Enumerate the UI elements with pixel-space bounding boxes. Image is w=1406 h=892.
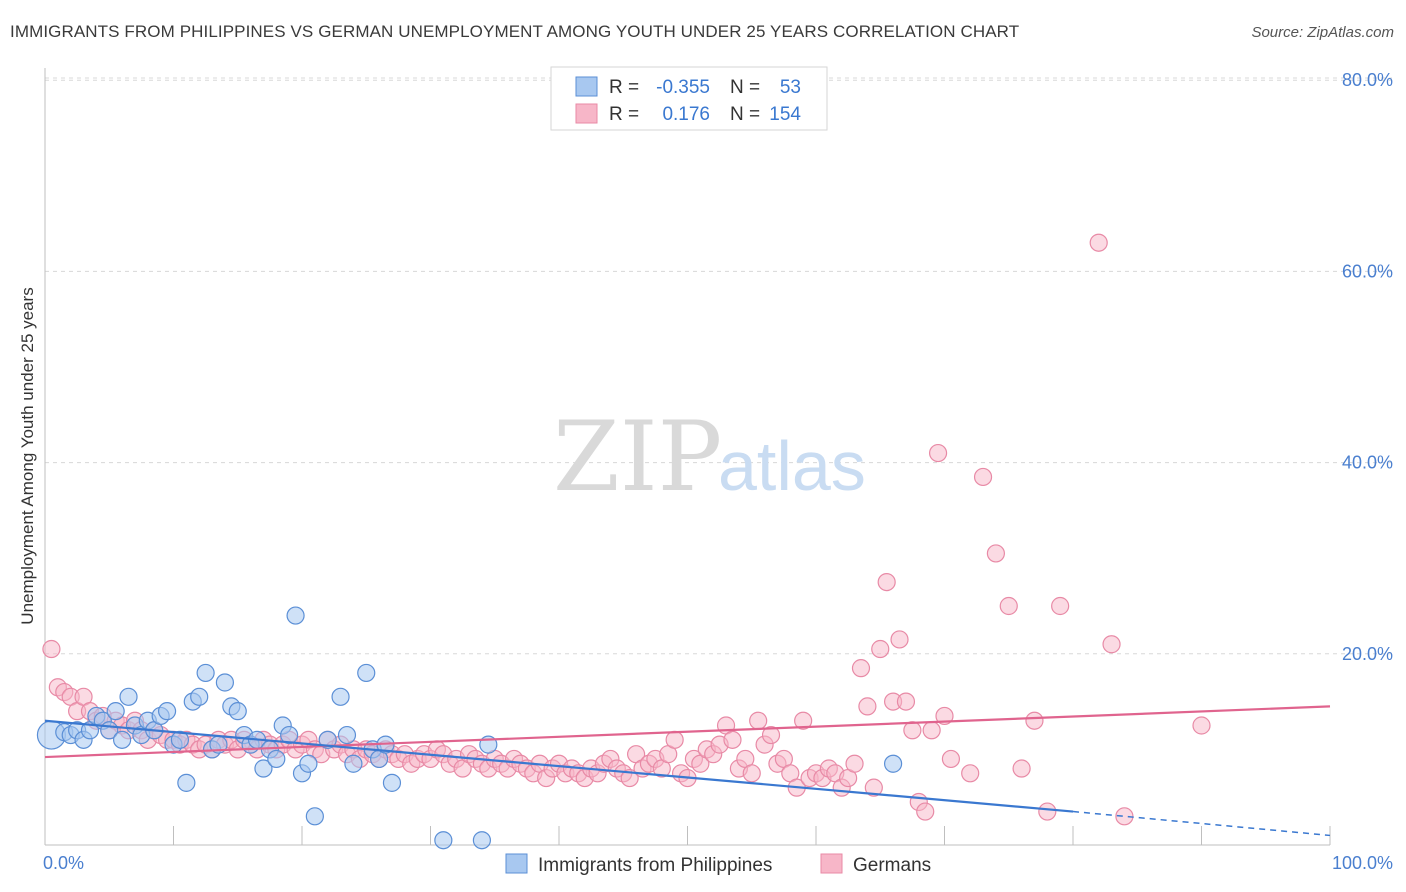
philippines-point <box>382 773 402 792</box>
legend-n-label-1: N = <box>730 77 760 98</box>
philippines-point <box>299 754 318 773</box>
x-tick-labels: 0.0% 100.0% <box>43 853 1393 873</box>
germans-point <box>941 749 961 769</box>
legend-n-value-2: 154 <box>769 104 801 125</box>
germans-point <box>903 721 922 740</box>
philippines-point <box>318 730 337 749</box>
legend-n-value-1: 53 <box>780 77 801 98</box>
y-tick-label-1: 40.0% <box>1342 453 1393 473</box>
legend-n-label-2: N = <box>730 104 760 125</box>
philippines-point <box>357 663 376 683</box>
y-tick-label-2: 60.0% <box>1342 261 1393 281</box>
bottom-legend-philippines: Immigrants from Philippines <box>538 855 772 876</box>
philippines-point <box>177 773 196 792</box>
x-tick-label-0: 0.0% <box>43 853 84 873</box>
watermark: ZIP atlas <box>553 401 866 513</box>
y-tick-labels: 20.0% 40.0% 60.0% 80.0% <box>1342 70 1393 664</box>
germans-point <box>935 706 954 726</box>
germans-point <box>871 639 890 659</box>
legend-swatch-philippines <box>575 76 598 97</box>
philippines-point <box>280 725 299 745</box>
philippines-point <box>434 831 453 850</box>
chart-title: IMMIGRANTS FROM PHILIPPINES VS GERMAN UN… <box>10 22 1020 41</box>
germans-point <box>1012 759 1031 778</box>
germans-point <box>1102 635 1121 654</box>
philippines-point <box>305 807 324 826</box>
germans-point <box>851 659 871 678</box>
germans-point <box>986 544 1006 563</box>
philippines-point <box>215 673 234 692</box>
legend-r-value-1: -0.355 <box>656 77 710 98</box>
grid-lines <box>45 77 1392 655</box>
bottom-legend-swatch-germans <box>820 853 843 874</box>
germans-point <box>749 711 768 730</box>
germans-point <box>864 778 883 797</box>
philippines-point <box>344 754 363 773</box>
axes <box>44 68 1331 846</box>
trend-lines <box>44 705 1331 837</box>
source-credit: Source: ZipAtlas.com <box>1251 24 1394 41</box>
germans-point <box>916 802 935 821</box>
germans-point <box>973 467 993 487</box>
philippines-point <box>286 606 305 625</box>
germans-point <box>896 692 916 711</box>
germans-point <box>665 730 684 749</box>
germans-point <box>922 721 941 740</box>
philippines-point <box>106 702 125 721</box>
philippines-point <box>157 702 177 721</box>
germans-point <box>1025 711 1044 730</box>
germans-point <box>890 630 909 649</box>
stats-legend: R = -0.355 N = 53 R = 0.176 N = 154 <box>550 66 828 131</box>
philippines-point <box>883 754 903 773</box>
philippines-point <box>119 687 138 706</box>
y-axis-label: Unemployment Among Youth under 25 years <box>18 287 37 624</box>
philippines-point <box>267 749 286 769</box>
germans-point <box>1115 807 1134 826</box>
philippines-point <box>337 725 357 745</box>
philippines-trend-line <box>44 719 1074 813</box>
germans-point <box>928 443 948 463</box>
germans-point <box>1038 802 1057 821</box>
watermark-atlas: atlas <box>718 427 866 505</box>
series-legend: Immigrants from Philippines Germans <box>505 853 931 876</box>
germans-point <box>858 697 877 716</box>
germans-point <box>1192 716 1211 735</box>
philippines-point <box>472 831 491 850</box>
philippines-point <box>254 759 273 778</box>
germans-point <box>845 754 864 773</box>
legend-r-label-2: R = <box>609 104 639 125</box>
y-tick-label-3: 80.0% <box>1342 70 1393 90</box>
philippines-point <box>228 702 247 721</box>
philippines-point <box>190 687 209 706</box>
germans-point <box>761 725 781 745</box>
germans-point <box>877 572 896 592</box>
legend-r-label-1: R = <box>609 77 639 98</box>
watermark-zip: ZIP <box>553 401 722 513</box>
germans-point <box>961 764 980 783</box>
bottom-legend-germans: Germans <box>853 855 931 876</box>
legend-swatch-germans <box>575 103 598 124</box>
philippines-point <box>331 687 350 706</box>
germans-point <box>42 639 61 659</box>
philippines-point <box>170 730 190 749</box>
germans-point <box>794 711 813 730</box>
germans-trend-line <box>44 705 1331 759</box>
philippines-point <box>196 663 215 683</box>
germans-point <box>742 764 761 783</box>
germans-point <box>1051 596 1070 616</box>
philippines-point <box>112 730 132 749</box>
y-tick-label-0: 20.0% <box>1342 644 1393 664</box>
germans-point <box>999 596 1018 616</box>
bottom-legend-swatch-philippines <box>505 853 528 874</box>
germans-point <box>723 730 742 749</box>
germans-point <box>1089 233 1108 252</box>
legend-r-value-2: 0.176 <box>662 104 710 125</box>
x-tick-label-1: 100.0% <box>1332 853 1393 873</box>
